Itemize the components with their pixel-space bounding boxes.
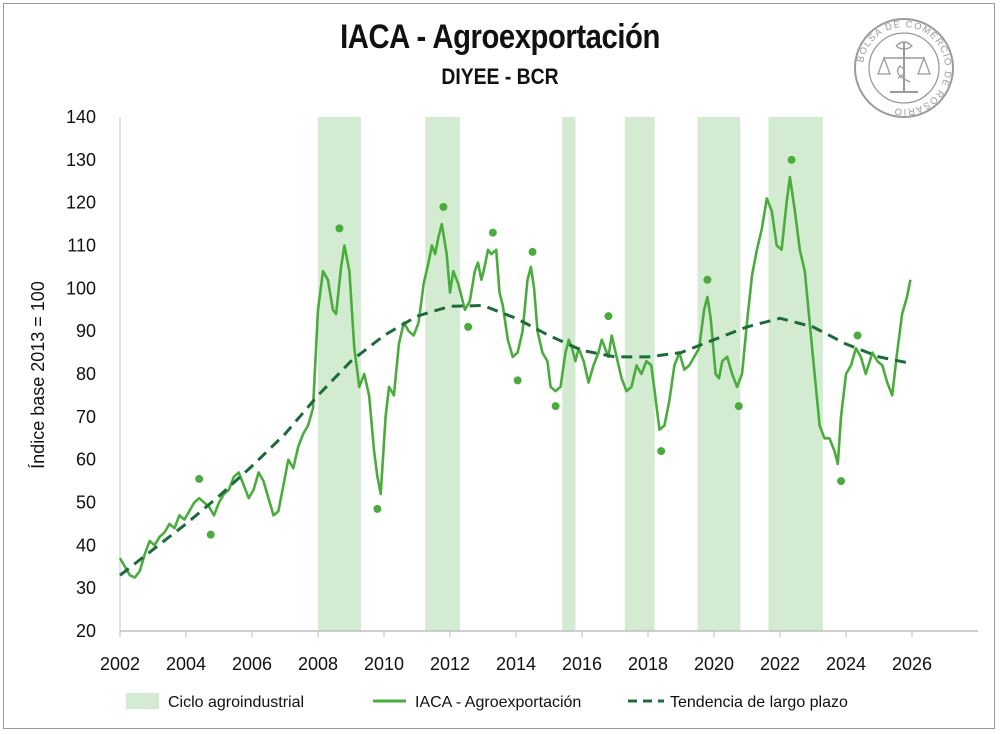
data-point bbox=[206, 530, 215, 539]
y-tick-label: 60 bbox=[76, 450, 96, 470]
chart-subtitle: DIYEE - BCR bbox=[441, 64, 559, 89]
x-tick-label: 2010 bbox=[364, 654, 404, 674]
y-tick-label: 90 bbox=[76, 321, 96, 341]
cycle-band bbox=[425, 117, 460, 631]
y-tick-label: 140 bbox=[66, 107, 96, 127]
data-point bbox=[734, 402, 743, 411]
data-point bbox=[703, 275, 712, 284]
data-point bbox=[464, 322, 473, 331]
y-tick-label: 130 bbox=[66, 150, 96, 170]
x-tick-label: 2008 bbox=[298, 654, 338, 674]
legend-label: IACA - Agroexportación bbox=[415, 694, 581, 711]
y-tick-label: 110 bbox=[67, 236, 96, 256]
data-point bbox=[335, 224, 344, 233]
y-tick-label: 120 bbox=[66, 193, 96, 213]
y-tick-label: 100 bbox=[66, 278, 96, 298]
data-point bbox=[439, 202, 448, 211]
data-point bbox=[551, 402, 560, 411]
data-point bbox=[837, 477, 846, 486]
y-tick-label: 50 bbox=[76, 493, 96, 513]
iaca-line bbox=[118, 175, 912, 579]
x-tick-label: 2014 bbox=[496, 654, 536, 674]
x-tick-label: 2024 bbox=[826, 654, 866, 674]
data-point bbox=[488, 228, 497, 237]
legend-label: Tendencia de largo plazo bbox=[670, 694, 848, 711]
data-point bbox=[528, 247, 537, 256]
cycle-bands bbox=[318, 117, 823, 631]
x-tick-label: 2020 bbox=[694, 654, 734, 674]
cycle-band bbox=[624, 117, 655, 631]
y-tick-label: 70 bbox=[76, 407, 96, 427]
y-axis-label: Índice base 2013 = 100 bbox=[28, 281, 48, 469]
trend-line bbox=[119, 303, 911, 577]
x-tick-label: 2016 bbox=[562, 654, 602, 674]
legend-label: Ciclo agroindustrial bbox=[168, 694, 304, 711]
x-tick-label: 2026 bbox=[892, 654, 932, 674]
legend: Ciclo agroindustrial IACA - Agroexportaci… bbox=[126, 693, 848, 711]
bcr-seal-logo: BOLSA DE COMERCIO DE ROSARIO bbox=[854, 18, 954, 118]
y-tick-label: 30 bbox=[76, 578, 96, 598]
cycle-band bbox=[562, 117, 576, 631]
x-tick-label: 2022 bbox=[760, 654, 800, 674]
chart-frame bbox=[3, 3, 995, 729]
data-point bbox=[195, 474, 204, 483]
data-point bbox=[513, 376, 522, 385]
data-point bbox=[604, 312, 613, 321]
chart-title: IACA - Agroexportación bbox=[340, 18, 660, 56]
data-point bbox=[657, 447, 666, 456]
x-tick-label: 2006 bbox=[232, 654, 272, 674]
x-tick-label: 2018 bbox=[628, 654, 668, 674]
x-tick-label: 2012 bbox=[430, 654, 470, 674]
data-point bbox=[787, 155, 796, 164]
x-tick-label: 2002 bbox=[100, 654, 140, 674]
y-tick-label: 20 bbox=[76, 621, 96, 641]
y-tick-label: 40 bbox=[76, 535, 96, 555]
axes: 20 30 40 50 60 70 80 90 100 110 120 130 140 2002 2004 2… bbox=[66, 107, 978, 674]
data-point bbox=[853, 331, 862, 340]
x-tick-label: 2004 bbox=[166, 654, 206, 674]
series-layer bbox=[118, 155, 912, 579]
data-point bbox=[373, 504, 382, 513]
y-tick-label: 80 bbox=[76, 364, 96, 384]
legend-swatch-band bbox=[126, 693, 159, 709]
